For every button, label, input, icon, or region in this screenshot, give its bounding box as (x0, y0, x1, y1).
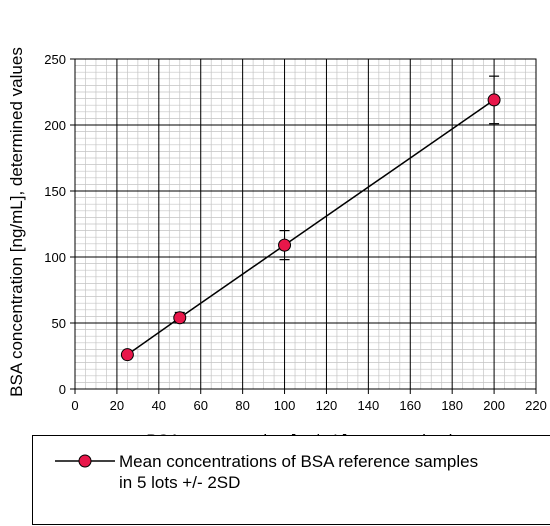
y-axis-label: BSA concentration [ng/mL], determined va… (7, 47, 26, 397)
legend: Mean concentrations of BSA reference sam… (32, 435, 550, 525)
x-tick-label: 220 (525, 398, 547, 413)
x-tick-label: 100 (274, 398, 296, 413)
legend-label-line1: Mean concentrations of BSA reference sam… (119, 452, 479, 471)
y-tick-label: 100 (44, 250, 66, 265)
legend-label: Mean concentrations of BSA reference sam… (119, 451, 478, 493)
y-tick-label: 200 (44, 118, 66, 133)
x-tick-label: 120 (316, 398, 338, 413)
x-tick-label: 180 (441, 398, 463, 413)
plot-axes (74, 58, 537, 390)
y-tick-label: 150 (44, 184, 66, 199)
x-tick-label: 20 (110, 398, 124, 413)
x-tick-label: 140 (358, 398, 380, 413)
x-axis-ticks: 0 20 40 60 80 100 120 140 160 180 200 220 (71, 389, 547, 413)
legend-marker-icon (55, 454, 115, 468)
series-line (126, 99, 495, 356)
data-point (278, 238, 292, 252)
data-point (173, 311, 187, 325)
x-tick-label: 80 (235, 398, 249, 413)
x-tick-label: 60 (193, 398, 207, 413)
y-tick-label: 50 (52, 316, 66, 331)
x-tick-label: 200 (483, 398, 505, 413)
y-tick-label: 0 (59, 382, 66, 397)
data-series (120, 75, 501, 362)
y-tick-label: 250 (44, 52, 66, 67)
plot-grid (74, 58, 537, 390)
x-tick-label: 0 (71, 398, 78, 413)
plot-frame (74, 58, 537, 390)
legend-label-line2: in 5 lots +/- 2SD (119, 473, 241, 492)
y-axis-ticks: 0 50 100 150 200 250 (44, 52, 75, 397)
data-point (120, 348, 134, 362)
data-point (487, 93, 501, 107)
x-tick-label: 40 (152, 398, 166, 413)
x-tick-label: 160 (399, 398, 421, 413)
